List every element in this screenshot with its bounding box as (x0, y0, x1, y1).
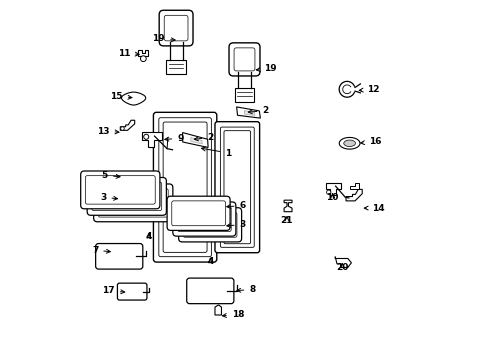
Bar (234, 88, 254, 102)
Polygon shape (122, 92, 145, 105)
Text: 11: 11 (118, 49, 139, 58)
Text: 16: 16 (360, 137, 380, 146)
Polygon shape (215, 305, 221, 315)
Text: 3: 3 (226, 220, 245, 229)
Text: 7: 7 (92, 246, 110, 255)
Text: 4: 4 (207, 257, 213, 266)
FancyBboxPatch shape (167, 196, 230, 230)
Text: 2: 2 (248, 107, 268, 115)
FancyBboxPatch shape (159, 10, 193, 46)
FancyBboxPatch shape (153, 112, 216, 262)
Text: 2: 2 (194, 133, 213, 142)
Polygon shape (182, 132, 208, 148)
Polygon shape (284, 200, 291, 212)
Polygon shape (142, 132, 162, 147)
Text: 18: 18 (222, 310, 244, 319)
FancyBboxPatch shape (94, 184, 172, 222)
Polygon shape (120, 120, 134, 130)
Text: 10: 10 (326, 193, 338, 202)
Polygon shape (236, 107, 260, 118)
FancyBboxPatch shape (87, 177, 166, 215)
FancyBboxPatch shape (96, 243, 142, 269)
Bar (166, 59, 185, 74)
Text: 14: 14 (364, 203, 384, 212)
Text: 8: 8 (236, 285, 255, 294)
Polygon shape (190, 138, 202, 144)
Text: 13: 13 (97, 126, 119, 135)
FancyBboxPatch shape (178, 208, 241, 242)
FancyBboxPatch shape (117, 283, 146, 300)
Text: 15: 15 (110, 92, 132, 101)
Text: 5: 5 (102, 171, 120, 180)
Polygon shape (339, 138, 359, 149)
FancyBboxPatch shape (172, 202, 235, 236)
Text: 9: 9 (164, 134, 183, 143)
Text: 12: 12 (359, 85, 379, 94)
Polygon shape (349, 183, 358, 189)
Polygon shape (325, 183, 340, 195)
FancyBboxPatch shape (81, 171, 160, 209)
Text: 6: 6 (226, 201, 245, 210)
Text: 19: 19 (256, 64, 276, 73)
Circle shape (140, 56, 146, 62)
Polygon shape (343, 140, 355, 147)
Text: 4: 4 (145, 233, 152, 242)
Polygon shape (335, 257, 351, 267)
Text: 21: 21 (280, 216, 293, 225)
FancyBboxPatch shape (215, 122, 259, 253)
Text: 20: 20 (336, 263, 348, 271)
Polygon shape (244, 111, 255, 116)
FancyBboxPatch shape (228, 43, 260, 76)
Circle shape (326, 190, 330, 194)
Text: 1: 1 (201, 147, 231, 158)
Text: 19: 19 (152, 34, 175, 43)
Text: 3: 3 (100, 193, 117, 202)
Circle shape (143, 134, 148, 139)
Polygon shape (138, 50, 148, 56)
FancyBboxPatch shape (186, 278, 233, 304)
Polygon shape (346, 189, 362, 201)
Text: 17: 17 (102, 287, 124, 295)
Circle shape (121, 127, 124, 130)
